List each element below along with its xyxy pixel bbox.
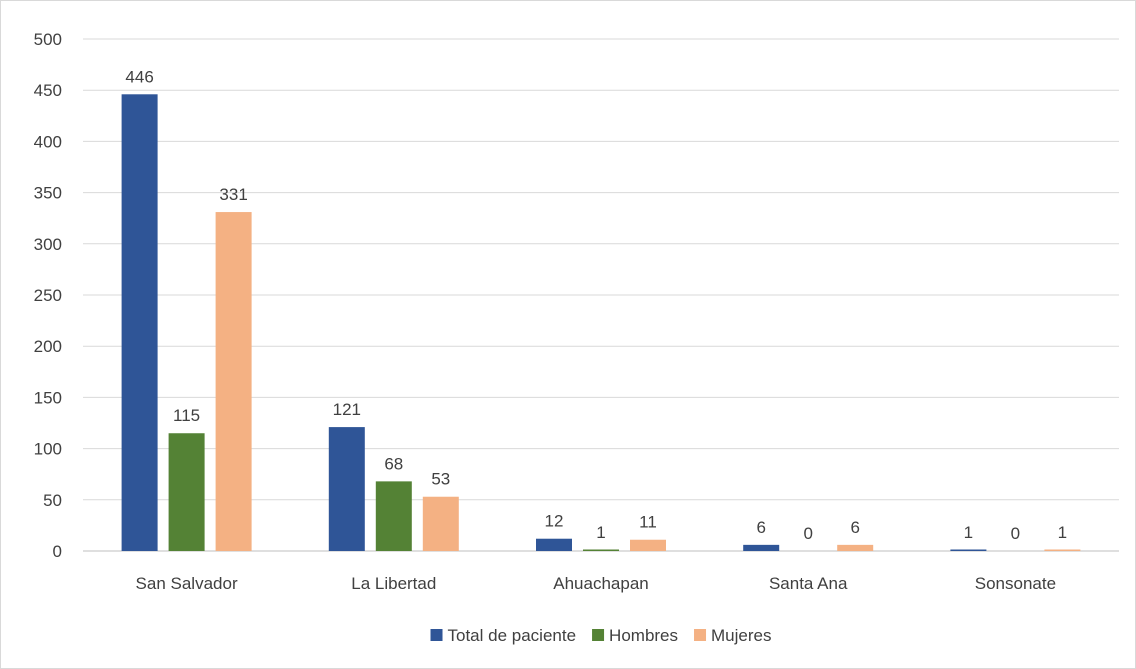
y-tick-label: 500 <box>34 30 62 49</box>
y-tick-label: 50 <box>43 491 62 510</box>
y-tick-label: 150 <box>34 388 62 407</box>
legend: Total de paciente Hombres Mujeres <box>430 626 771 645</box>
bar <box>168 433 205 551</box>
bar <box>536 538 572 551</box>
data-label: 12 <box>545 512 564 531</box>
data-label: 0 <box>1011 524 1020 543</box>
gridlines <box>83 38 1119 552</box>
y-tick-label: 250 <box>34 286 62 305</box>
legend-swatch <box>694 629 707 641</box>
y-tick-label: 300 <box>34 235 62 254</box>
bars <box>121 94 1081 552</box>
x-tick-label: La Libertad <box>351 574 436 593</box>
legend-label: Mujeres <box>711 626 771 645</box>
data-label: 6 <box>756 518 765 537</box>
x-tick-label: Sonsonate <box>975 574 1056 593</box>
bar <box>630 539 666 551</box>
x-tick-label: Santa Ana <box>769 574 848 593</box>
data-label: 1 <box>964 523 973 542</box>
bar <box>743 544 780 551</box>
y-tick-label: 0 <box>53 542 62 561</box>
data-label: 11 <box>639 513 657 532</box>
bar <box>583 549 619 551</box>
data-label: 1 <box>1058 523 1067 542</box>
bar <box>215 212 252 551</box>
data-label: 0 <box>803 524 812 543</box>
legend-swatch <box>592 629 605 641</box>
data-label: 121 <box>333 400 361 419</box>
legend-swatch <box>430 629 443 641</box>
data-label: 115 <box>173 406 200 425</box>
x-tick-label: Ahuachapan <box>553 574 648 593</box>
x-tick-label: San Salvador <box>136 574 238 593</box>
y-tick-label: 450 <box>34 81 62 100</box>
bar <box>950 549 987 551</box>
y-tick-label: 350 <box>34 184 62 203</box>
data-label: 6 <box>850 518 859 537</box>
data-label: 53 <box>431 470 450 489</box>
y-tick-label: 100 <box>34 440 62 459</box>
y-axis-tick-labels: 0 50 100 150 200 250 300 350 400 450 500 <box>34 30 62 561</box>
y-tick-label: 400 <box>34 132 62 151</box>
bar <box>837 544 874 551</box>
legend-label: Total de paciente <box>448 626 577 645</box>
data-label: 1 <box>596 523 605 542</box>
data-label: 68 <box>384 454 403 473</box>
x-axis-tick-labels: San Salvador La Libertad Ahuachapan Santa A… <box>136 574 1056 593</box>
y-tick-label: 200 <box>34 337 62 356</box>
legend-label: Hombres <box>609 626 678 645</box>
data-label: 331 <box>219 185 247 204</box>
bar <box>1044 549 1081 551</box>
bar <box>121 94 158 552</box>
bar <box>422 496 459 551</box>
data-label: 446 <box>125 67 153 86</box>
bar <box>375 481 412 551</box>
bar <box>328 427 365 551</box>
